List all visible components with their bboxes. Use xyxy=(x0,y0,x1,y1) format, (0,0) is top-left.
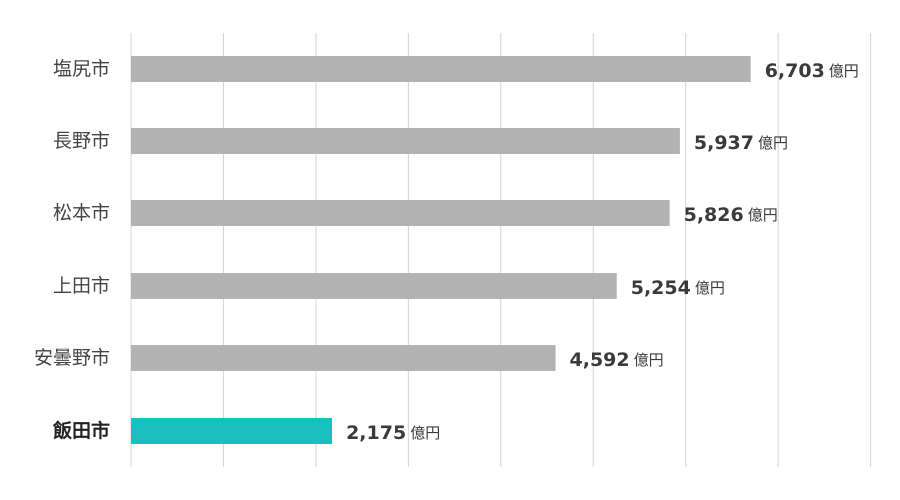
category-label: 安曇野市 xyxy=(34,347,110,369)
value-unit: 億円 xyxy=(829,62,859,80)
value-labels: 6,703 億円5,937 億円5,826 億円5,254 億円4,592 億円2,175… xyxy=(346,60,859,444)
value-unit: 億円 xyxy=(634,351,664,369)
value-label: 2,175 億円 xyxy=(346,422,440,444)
value-number: 6,703 xyxy=(765,60,825,82)
value-number: 2,175 xyxy=(346,422,406,444)
category-label: 上田市 xyxy=(53,275,110,297)
value-label: 6,703 億円 xyxy=(765,60,859,82)
value-number: 4,592 xyxy=(570,349,630,371)
bar-5 xyxy=(131,345,556,371)
category-label: 飯田市 xyxy=(52,419,110,442)
category-label: 塩尻市 xyxy=(53,58,110,80)
value-unit: 億円 xyxy=(748,206,778,224)
value-number: 5,826 xyxy=(684,204,744,226)
bar-6 xyxy=(131,418,333,444)
bar-3 xyxy=(131,200,670,226)
value-number: 5,254 xyxy=(631,277,691,299)
value-unit: 億円 xyxy=(695,279,725,297)
value-number: 5,937 xyxy=(694,132,754,154)
value-unit: 億円 xyxy=(758,134,788,152)
category-label: 長野市 xyxy=(53,130,110,152)
value-label: 5,937 億円 xyxy=(694,132,788,154)
category-label: 松本市 xyxy=(53,202,110,224)
bar-2 xyxy=(131,128,680,154)
bars xyxy=(131,56,751,444)
value-label: 5,254 億円 xyxy=(631,277,725,299)
grid-lines xyxy=(130,33,872,467)
bar-1 xyxy=(131,56,751,82)
value-unit: 億円 xyxy=(410,424,440,442)
value-label: 4,592 億円 xyxy=(570,349,664,371)
bar-4 xyxy=(131,273,617,299)
value-label: 5,826 億円 xyxy=(684,204,778,226)
